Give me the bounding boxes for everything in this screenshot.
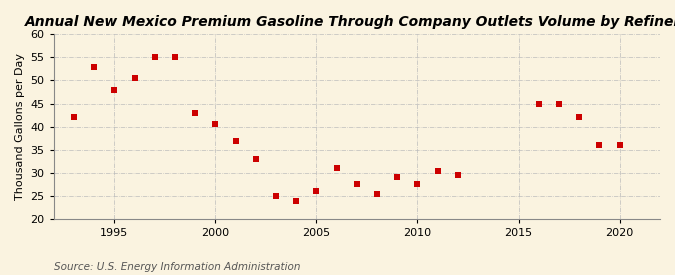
- Point: [392, 175, 403, 180]
- Point: [533, 101, 544, 106]
- Point: [594, 143, 605, 147]
- Point: [372, 191, 383, 196]
- Point: [452, 173, 463, 177]
- Point: [169, 55, 180, 60]
- Point: [412, 182, 423, 186]
- Point: [250, 157, 261, 161]
- Text: Source: U.S. Energy Information Administration: Source: U.S. Energy Information Administ…: [54, 262, 300, 272]
- Point: [230, 138, 241, 143]
- Point: [614, 143, 625, 147]
- Point: [129, 76, 140, 80]
- Point: [271, 194, 281, 198]
- Point: [352, 182, 362, 186]
- Point: [554, 101, 564, 106]
- Point: [69, 115, 80, 120]
- Point: [88, 64, 99, 69]
- Point: [210, 122, 221, 127]
- Point: [311, 189, 322, 194]
- Point: [574, 115, 585, 120]
- Title: Annual New Mexico Premium Gasoline Through Company Outlets Volume by Refiners: Annual New Mexico Premium Gasoline Throu…: [24, 15, 675, 29]
- Point: [190, 111, 200, 115]
- Point: [331, 166, 342, 170]
- Point: [432, 168, 443, 173]
- Point: [291, 198, 302, 203]
- Point: [109, 87, 119, 92]
- Point: [149, 55, 160, 60]
- Y-axis label: Thousand Gallons per Day: Thousand Gallons per Day: [15, 53, 25, 200]
